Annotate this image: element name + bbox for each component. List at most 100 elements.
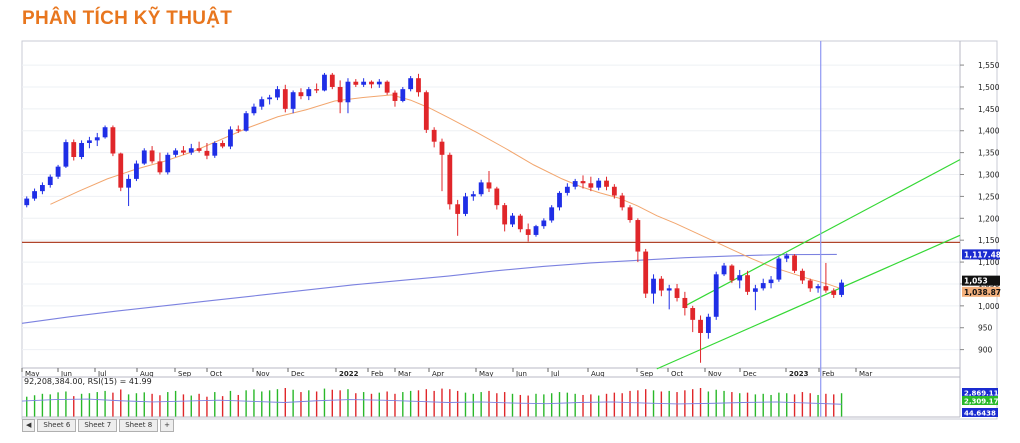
candle-body (447, 154, 453, 205)
x-tick-label: Aug (140, 370, 154, 378)
candle-body (627, 207, 633, 221)
channel-upper-line (684, 159, 961, 307)
volume-label-bg (962, 408, 998, 417)
candle-body (47, 176, 53, 186)
candle-body (416, 78, 421, 93)
tab-sheet-7[interactable]: Sheet 7 (78, 419, 118, 432)
candle-body (40, 185, 45, 192)
candle-body (235, 129, 241, 131)
candle-body (149, 150, 155, 162)
candle-body (259, 99, 265, 107)
y-tick-label: 1,300 (978, 171, 1000, 180)
candle-body (745, 275, 750, 292)
y-tick-label: 900 (978, 346, 993, 355)
candle-body (79, 142, 84, 158)
candle-body (290, 92, 296, 109)
sheet-tabs: ◀ Sheet 6 Sheet 7 Sheet 8 + (22, 419, 175, 432)
indicator-lines (21, 41, 961, 417)
candle-body (141, 150, 147, 164)
candle-body (682, 297, 688, 309)
candle-body (611, 186, 617, 196)
channel-lower-line (656, 234, 961, 370)
x-tick-label: 2022 (339, 370, 359, 378)
rsi-line (21, 398, 842, 405)
candle-body (439, 141, 445, 155)
x-tick-label: Jun (60, 370, 72, 378)
candle-body (799, 270, 805, 281)
volume-label-bg (962, 388, 998, 397)
tab-nav-next[interactable]: + (160, 419, 175, 432)
candle-body (470, 194, 476, 197)
x-tick-label: Jul (550, 370, 560, 378)
candle-body (306, 89, 312, 97)
candle-body (839, 282, 844, 295)
candle-body (737, 275, 743, 281)
y-tick-label: 1,400 (978, 127, 1000, 136)
candle-body (400, 89, 406, 101)
candle-body (651, 278, 656, 294)
price-label-bg (962, 275, 1000, 286)
x-tick-label: Nov (708, 370, 722, 378)
candle-body (243, 113, 249, 131)
candle-body (228, 129, 233, 147)
candle-body (298, 92, 304, 97)
candle-body (196, 148, 202, 151)
candle-body (517, 215, 523, 230)
ma-short-line (50, 94, 842, 290)
candle-body (110, 127, 116, 154)
candle-body (55, 166, 61, 177)
candle-body (408, 78, 414, 90)
price-label-text: 1,117.48 (964, 250, 1001, 259)
candle-body (71, 142, 77, 158)
candle-body (721, 265, 727, 275)
y-tick-label: 1,500 (978, 83, 1000, 92)
candle-body (705, 316, 711, 333)
candle-body (807, 280, 813, 289)
candle-body (564, 186, 570, 193)
x-tick-label: Mar (398, 370, 411, 378)
tab-nav-prev[interactable]: ◀ (22, 419, 36, 432)
candle-body (588, 183, 594, 188)
y-tick-label: 1,550 (978, 61, 1000, 70)
candle-body (251, 106, 257, 114)
x-tick-label: Feb (371, 370, 384, 378)
candle-body (118, 153, 124, 188)
candle-body (549, 207, 555, 221)
candle-body (784, 255, 790, 259)
candle-body (792, 255, 797, 271)
x-tick-label: Jul (97, 370, 107, 378)
candle-body (220, 142, 226, 147)
candle-body (557, 192, 562, 208)
x-tick-label: Sep (640, 370, 654, 378)
y-tick-label: 1,350 (978, 149, 1000, 158)
x-tick-label: Feb (822, 370, 835, 378)
tab-sheet-6[interactable]: Sheet 6 (37, 419, 77, 432)
candle-body (478, 182, 484, 195)
candle-body (369, 81, 374, 85)
candle-body (275, 89, 280, 98)
y-tick-label: 1,150 (978, 236, 1000, 245)
candle-body (94, 137, 100, 141)
x-tick-label: Dec (743, 370, 757, 378)
candle-body (760, 283, 766, 289)
candle-body (658, 278, 664, 291)
candle-body (322, 74, 327, 91)
candle-body (494, 188, 500, 206)
candle-body (823, 286, 829, 291)
candle-body (533, 226, 539, 235)
candle-body (776, 258, 782, 280)
candle-body (831, 290, 837, 295)
x-axis: May Jun Jul Aug Sep Oct Nov Dec 2022 Feb Mar Apr May… (21, 367, 960, 378)
price-label-text: 1,053 (964, 277, 988, 286)
candle-body (713, 274, 719, 317)
price-label-text: 1,038.87 (964, 288, 1001, 297)
candle-body (267, 97, 273, 100)
x-tick-label: Sep (178, 370, 192, 378)
volume-label-text: 44.6438 (964, 410, 996, 418)
candle-body (173, 150, 179, 155)
candle-body (329, 74, 335, 87)
tab-sheet-8[interactable]: Sheet 8 (119, 419, 159, 432)
candle-body (337, 86, 343, 103)
x-tick-label: 2023 (789, 370, 809, 378)
